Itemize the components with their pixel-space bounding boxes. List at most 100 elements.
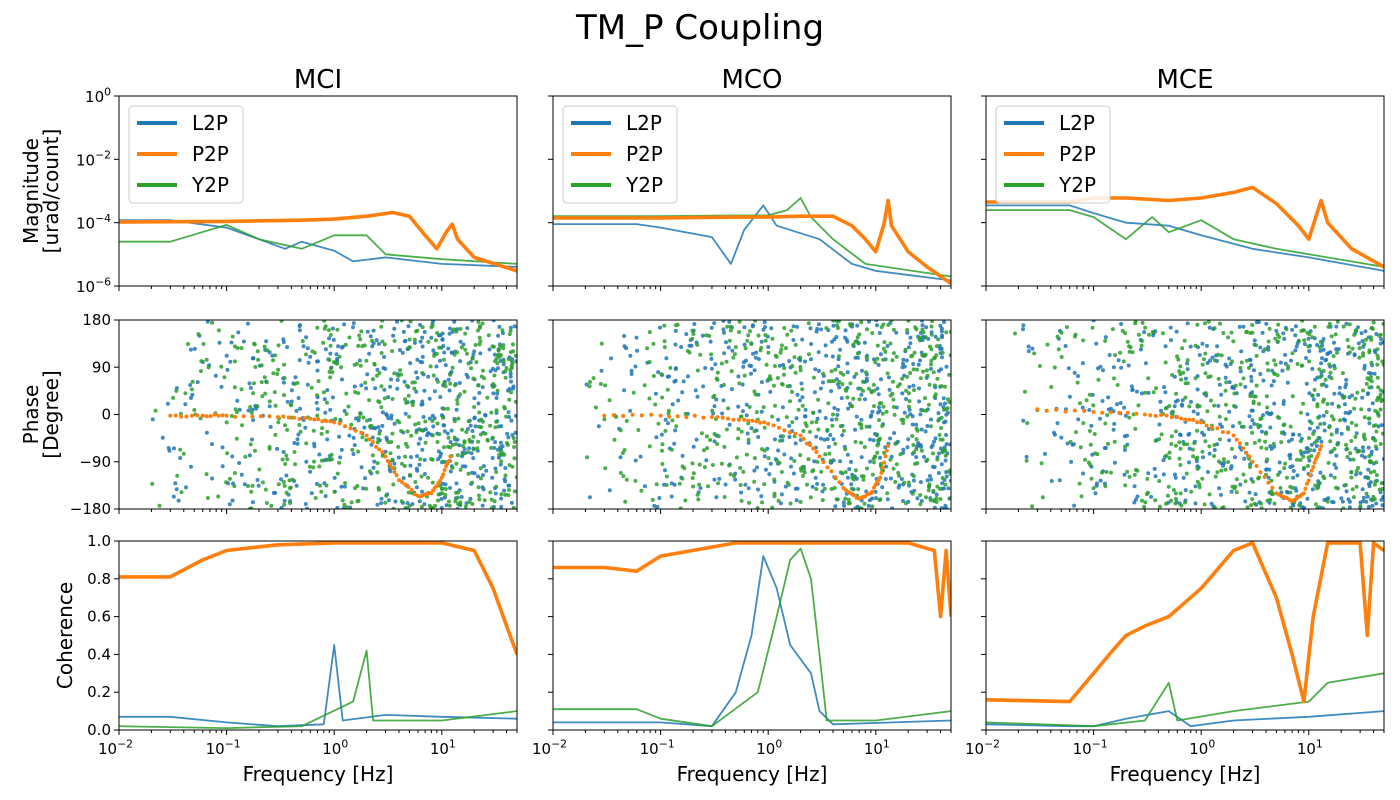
l2p-phase-point xyxy=(920,323,925,328)
y2p-phase-point xyxy=(914,447,919,452)
y2p-phase-point xyxy=(1301,328,1306,333)
axes-mci-magnitude: 10−610−410−2100Magnitude[urad/count]L2PP… xyxy=(19,85,518,296)
y2p-phase-point xyxy=(669,447,674,452)
l2p-phase-point xyxy=(1264,321,1269,326)
p2p-phase-point xyxy=(736,417,741,422)
y2p-phase-point xyxy=(430,457,435,462)
y2p-phase-point xyxy=(1257,438,1262,443)
y2p-phase-point xyxy=(282,393,286,398)
y2p-phase-point xyxy=(1372,469,1377,474)
l2p-phase-point xyxy=(506,410,511,415)
l2p-phase-point xyxy=(210,476,215,481)
y2p-phase-point xyxy=(1290,351,1295,356)
y2p-phase-point xyxy=(1299,363,1304,368)
p2p-phase-point xyxy=(833,475,838,480)
y2p-phase-point xyxy=(664,474,669,479)
y2p-phase-point xyxy=(778,350,783,355)
y2p-phase-point xyxy=(493,425,498,430)
y2p-phase-point xyxy=(433,503,437,508)
y2p-phase-point xyxy=(888,393,893,398)
y2p-phase-point xyxy=(742,373,747,378)
y2p-phase-point xyxy=(1317,367,1322,372)
l2p-phase-point xyxy=(495,391,500,396)
p2p-phase-point xyxy=(1317,447,1322,452)
y2p-phase-point xyxy=(1374,429,1379,434)
l2p-phase-point xyxy=(918,358,922,363)
p2p-phase-point xyxy=(400,480,405,485)
l2p-phase-point xyxy=(877,331,882,335)
l2p-phase-point xyxy=(490,475,495,480)
y2p-phase-point xyxy=(407,503,412,508)
y2p-phase-point xyxy=(1305,330,1310,335)
y2p-phase-point xyxy=(477,410,482,415)
y2p-phase-point xyxy=(512,456,517,461)
y2p-phase-point xyxy=(1298,449,1303,454)
y2p-phase-point xyxy=(886,323,891,327)
y2p-phase-point xyxy=(911,443,916,447)
y2p-phase-point xyxy=(358,363,363,368)
y2p-phase-point xyxy=(382,396,387,401)
y2p-phase-point xyxy=(908,371,913,375)
y2p-phase-point xyxy=(728,328,733,333)
y2p-phase-point xyxy=(406,345,411,350)
y2p-phase-point xyxy=(744,452,749,457)
y2p-phase-point xyxy=(1302,338,1307,343)
y2p-phase-point xyxy=(1175,354,1180,359)
y2p-phase-point xyxy=(418,457,423,462)
p2p-phase-point xyxy=(1091,409,1096,414)
y2p-phase-point xyxy=(859,320,864,325)
l2p-phase-point xyxy=(415,454,419,459)
y2p-phase-point xyxy=(666,411,671,416)
y2p-phase-point xyxy=(239,387,244,392)
y2p-phase-point xyxy=(201,342,206,346)
y2p-phase-point xyxy=(924,408,929,413)
l2p-phase-point xyxy=(359,383,364,388)
y2p-phase-point xyxy=(748,329,752,334)
l2p-phase-point xyxy=(374,338,379,343)
l2p-phase-point xyxy=(1252,368,1256,373)
y2p-phase-point xyxy=(695,368,700,373)
l2p-phase-point xyxy=(721,320,726,323)
p2p-phase-point xyxy=(766,421,771,426)
y2p-phase-point xyxy=(944,330,949,335)
y2p-phase-point xyxy=(476,383,481,388)
y2p-phase-point xyxy=(479,417,484,422)
p2p-phase-point xyxy=(787,430,792,435)
y2p-phase-point xyxy=(1354,469,1359,474)
l2p-phase-point xyxy=(340,377,344,382)
y2p-phase-point xyxy=(455,495,460,500)
l2p-phase-point xyxy=(1283,352,1288,357)
plot-area xyxy=(553,197,951,285)
y2p-phase-point xyxy=(328,343,333,348)
y2p-phase-point xyxy=(843,470,848,475)
y2p-phase-point xyxy=(1301,454,1306,459)
y2p-phase-point xyxy=(1190,447,1195,452)
y2p-coherence-line xyxy=(553,547,951,728)
l2p-phase-point xyxy=(1106,395,1111,400)
y2p-phase-point xyxy=(665,387,670,392)
y2p-phase-point xyxy=(412,380,417,385)
y2p-phase-point xyxy=(285,457,290,462)
y2p-phase-point xyxy=(1297,503,1302,508)
p2p-magnitude-line xyxy=(553,198,951,285)
y2p-phase-point xyxy=(829,369,834,374)
l2p-phase-point xyxy=(1185,367,1190,372)
y2p-phase-point xyxy=(674,424,679,429)
y2p-phase-point xyxy=(364,358,369,363)
p2p-phase-point xyxy=(1044,408,1049,413)
l2p-phase-point xyxy=(1271,379,1276,384)
l2p-phase-point xyxy=(892,431,897,435)
l2p-phase-point xyxy=(885,497,890,502)
y2p-phase-point xyxy=(865,327,869,332)
l2p-phase-point xyxy=(225,367,230,372)
y2p-phase-point xyxy=(494,408,499,413)
x-tick-label: 100 xyxy=(1189,737,1215,758)
l2p-phase-point xyxy=(471,352,476,357)
l2p-phase-point xyxy=(506,388,510,393)
p2p-phase-point xyxy=(866,491,871,496)
p2p-phase-point xyxy=(220,413,225,418)
y2p-phase-point xyxy=(935,376,940,381)
p2p-phase-point xyxy=(1153,413,1158,418)
l2p-phase-point xyxy=(434,364,439,369)
l2p-phase-point xyxy=(1346,411,1351,416)
